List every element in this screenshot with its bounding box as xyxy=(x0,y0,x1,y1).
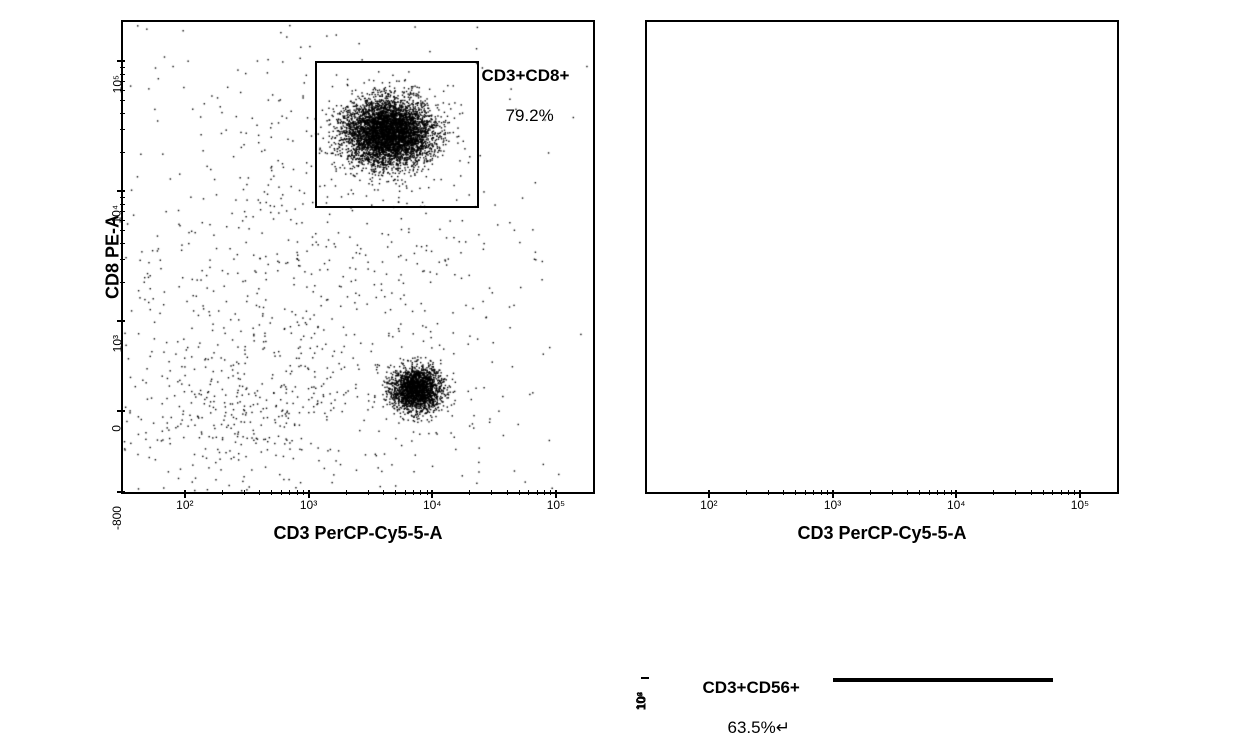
x-axis-label: CD3 PerCP-Cy5-5-A xyxy=(273,523,442,544)
x-axis-label: CD3 PerCP-Cy5-5-A xyxy=(797,523,966,544)
y-axis-ticks: 10²10³10⁴10⁵ xyxy=(607,22,647,492)
gate-label: CD3+CD8+ xyxy=(482,66,570,86)
plot-area-left: CD3+CD8+ 79.2% -800010³10⁴10⁵ 10²10³10⁴1… xyxy=(121,20,595,494)
left-panel: CD8 PE-A CD3+CD8+ 79.2% -800010³10⁴10⁵ 1… xyxy=(121,20,595,494)
plot-area-right: CD3+CD56+ 63.5%↵ 10²10³10⁴10⁵ 10²10³10⁴1… xyxy=(645,20,1119,494)
y-axis-ticks: -800010³10⁴10⁵ xyxy=(83,22,123,492)
right-panel: CD56 PE-Cy7-A CD3+CD56+ 63.5%↵ 10²10³10⁴… xyxy=(645,20,1119,494)
gate-box xyxy=(833,678,1053,682)
gate-box xyxy=(315,61,480,208)
gate-percentage: 79.2% xyxy=(506,106,554,126)
gate-label: CD3+CD56+ xyxy=(703,678,800,698)
gate-percentage: 63.5%↵ xyxy=(728,718,790,738)
scatter-canvas xyxy=(647,22,1117,492)
